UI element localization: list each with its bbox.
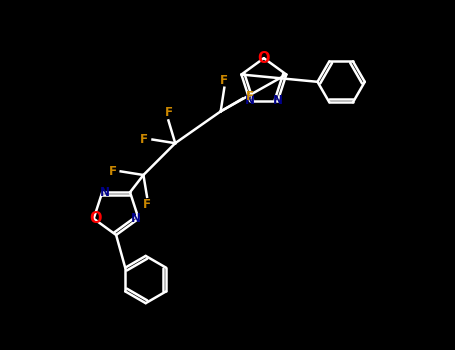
Text: O: O: [90, 211, 102, 226]
Text: F: F: [164, 106, 172, 119]
Text: N: N: [100, 186, 110, 199]
Text: F: F: [220, 74, 228, 86]
Text: O: O: [258, 51, 270, 66]
Text: F: F: [143, 198, 151, 211]
Text: N: N: [131, 212, 142, 225]
Text: F: F: [246, 90, 254, 103]
Text: F: F: [108, 165, 116, 178]
Text: F: F: [140, 133, 148, 146]
Text: N: N: [245, 94, 255, 107]
Text: N: N: [273, 94, 283, 107]
